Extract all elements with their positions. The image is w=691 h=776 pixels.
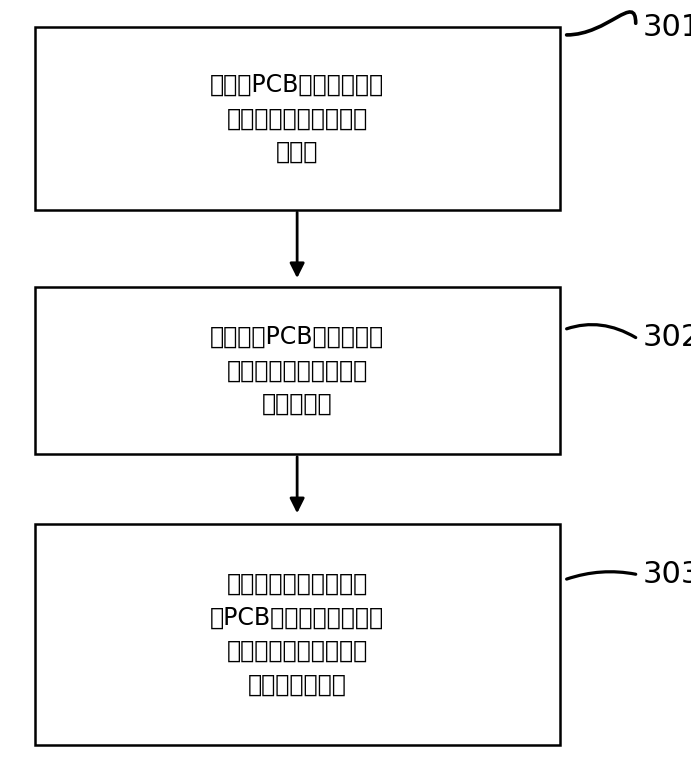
FancyBboxPatch shape	[35, 524, 560, 745]
Text: 根据所述提离距离将所
述PCB线圈和所述多个永
磁铁封装在所述壳体内
得到所述传感器: 根据所述提离距离将所 述PCB线圈和所述多个永 磁铁封装在所述壳体内 得到所述传…	[210, 572, 384, 697]
Text: 在所述PCB线圈上方按照
预设方向排列所述多个
永磁铁: 在所述PCB线圈上方按照 预设方向排列所述多个 永磁铁	[210, 73, 384, 164]
FancyBboxPatch shape	[35, 27, 560, 210]
FancyBboxPatch shape	[35, 287, 560, 454]
Text: 测试所述PCB线圈与待测
管道表面之间需要满足
的提离距离: 测试所述PCB线圈与待测 管道表面之间需要满足 的提离距离	[210, 325, 384, 416]
Text: 302: 302	[643, 323, 691, 352]
Text: 303: 303	[643, 559, 691, 589]
Text: 301: 301	[643, 12, 691, 42]
